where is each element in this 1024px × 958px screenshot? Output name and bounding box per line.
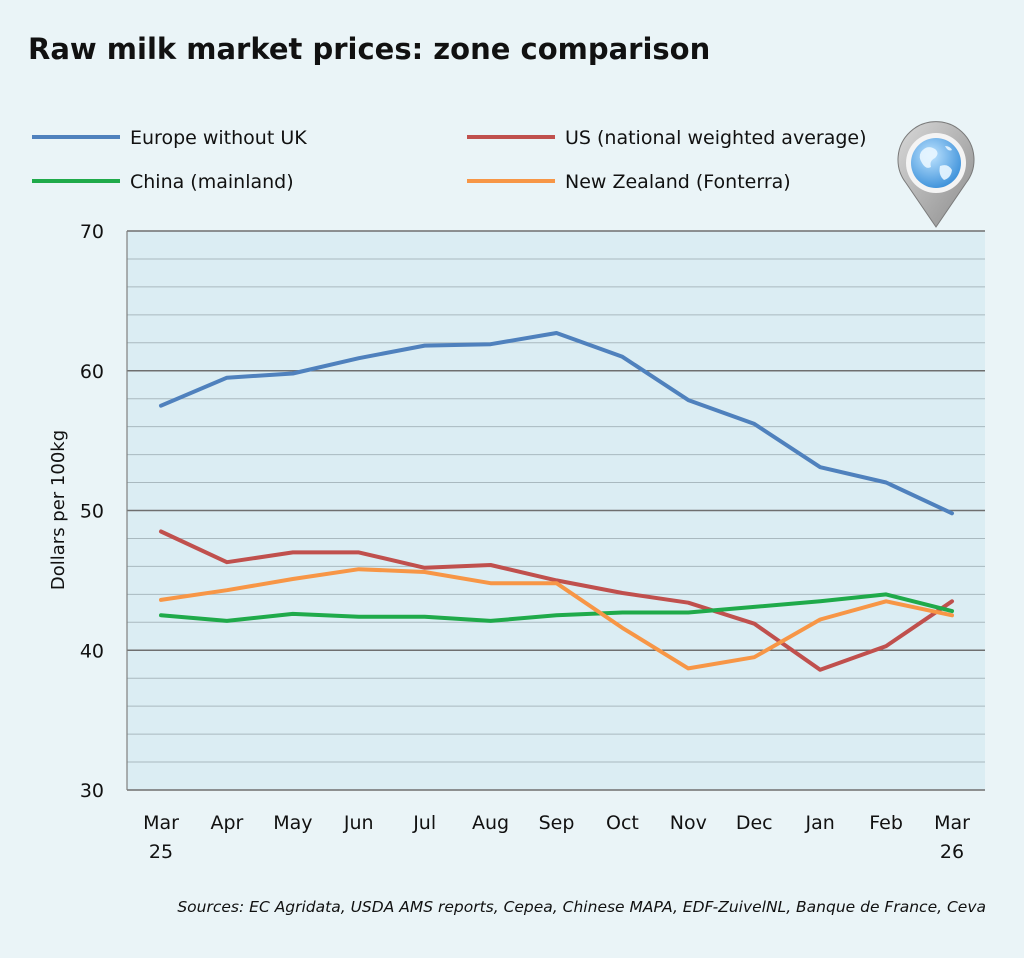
legend-item: New Zealand (Fonterra) [467, 171, 791, 193]
x-tick-label: Mar 25 [143, 812, 179, 863]
x-tick-label: Feb [869, 812, 903, 834]
gridlines [126, 230, 985, 791]
legend-item: US (national weighted average) [467, 127, 867, 149]
x-tick-label: Oct [606, 812, 639, 834]
series-line-europe-without-uk [159, 331, 954, 516]
x-tick-label: Sep [539, 812, 575, 834]
series-lines [159, 331, 954, 672]
x-tick-label: Dec [736, 812, 773, 834]
source-note: Sources: EC Agridata, USDA AMS reports, … [177, 898, 986, 916]
series-line-china-mainland [159, 592, 954, 623]
x-tick-label: Jul [412, 812, 436, 834]
x-tick-label: Jun [343, 812, 374, 834]
y-tick-label: 60 [80, 361, 104, 383]
legend-label: China (mainland) [130, 171, 294, 193]
x-tick-label: Jan [805, 812, 835, 834]
y-tick-label: 50 [80, 501, 104, 523]
y-tick-label: 40 [80, 640, 104, 662]
y-tick-label: 70 [80, 221, 104, 243]
x-tick-label: May [273, 812, 312, 834]
y-tick-label: 30 [80, 780, 104, 802]
x-tick-label: Aug [472, 812, 509, 834]
globe-map-pin-icon [897, 121, 975, 228]
chart-title: Raw milk market prices: zone comparison [28, 32, 710, 66]
y-axis-ticks: 30 40 50 60 70 [80, 221, 104, 802]
y-axis-label: Dollars per 100kg [48, 430, 69, 590]
x-tick-label: Apr [210, 812, 243, 834]
legend-label: US (national weighted average) [565, 127, 867, 149]
legend-label: New Zealand (Fonterra) [565, 171, 791, 193]
x-tick-label: Nov [670, 812, 707, 834]
legend-label: Europe without UK [130, 127, 307, 149]
x-tick-label: Mar 26 [934, 812, 970, 863]
legend-item: Europe without UK [32, 127, 307, 149]
series-line-new-zealand-fonterra [159, 567, 954, 671]
x-axis-ticks: Mar 25 Apr May Jun Jul Aug Sep Oct Nov Dec Jan Feb Ma… [143, 812, 970, 863]
series-line-us-national-weighted-average [159, 529, 954, 672]
legend-item: China (mainland) [32, 171, 294, 193]
legend: Europe without UK US (national weighted a… [32, 127, 867, 193]
